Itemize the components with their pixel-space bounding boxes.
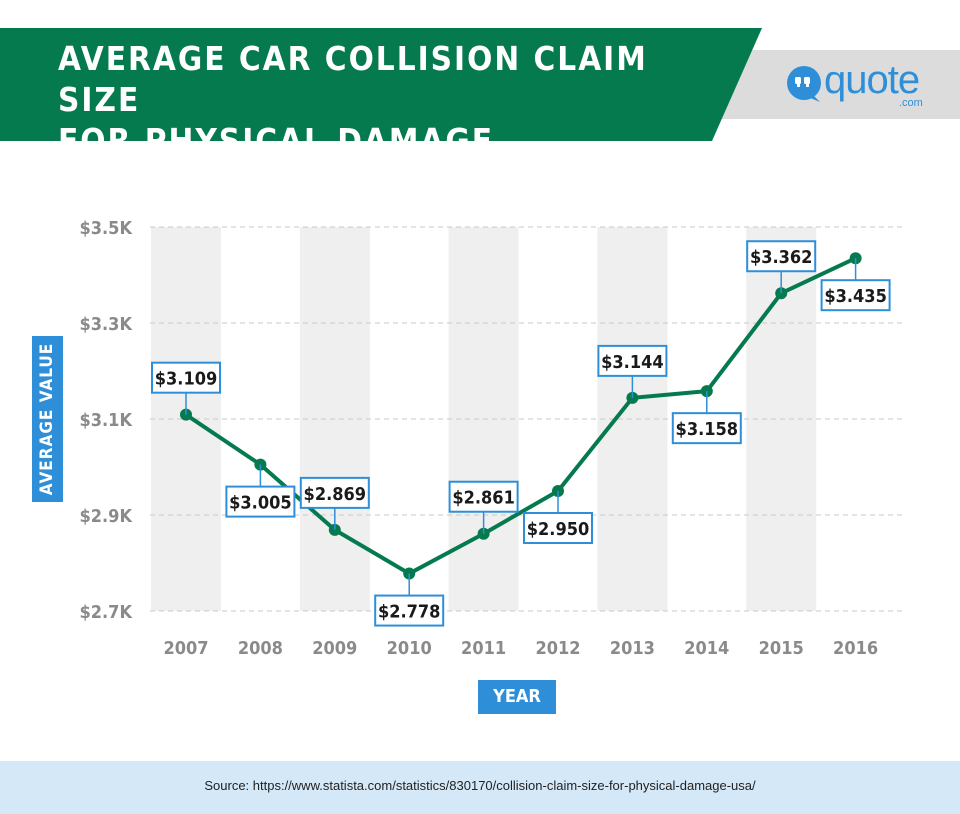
data-label: $3.005: [229, 493, 292, 514]
data-label: $3.144: [601, 352, 664, 373]
data-label-group: $3.158: [671, 391, 742, 445]
data-labels: $3.109 $3.005 $2.869 $2.778 $2.861 $2.950 $3.1…: [151, 240, 891, 627]
y-axis-label: AVERAGE VALUE: [37, 342, 57, 496]
data-label-box: [597, 344, 668, 377]
data-label-group: $3.435: [820, 258, 891, 312]
title-panel: [0, 28, 762, 141]
x-tick-label: 2011: [461, 638, 506, 659]
x-tick-label: 2010: [387, 638, 432, 659]
data-label: $2.950: [527, 519, 590, 540]
title-line-2: FOR PHYSICAL DAMAGE: [58, 121, 495, 160]
page-title: AVERAGE CAR COLLISION CLAIM SIZE FOR PHY…: [58, 38, 718, 161]
data-label-group: $2.950: [523, 491, 593, 544]
data-label-box: [225, 485, 296, 518]
footer: Source: https://www.statista.com/statist…: [0, 761, 960, 814]
data-label-group: $3.005: [225, 464, 296, 518]
series-line: [184, 256, 857, 576]
data-label-box: [151, 361, 221, 394]
data-label: $3.109: [155, 369, 218, 390]
logo-panel-shadow: [706, 50, 960, 119]
data-label-group: $3.362: [746, 240, 817, 294]
x-tick-label: 2012: [535, 638, 580, 659]
data-label: $3.362: [750, 247, 813, 268]
data-label-box: [820, 279, 891, 312]
x-tick-label: 2016: [833, 638, 878, 659]
data-label-box: [374, 594, 445, 627]
data-label: $2.778: [378, 602, 441, 623]
data-label: $3.435: [824, 286, 887, 307]
x-tick-label: 2009: [312, 638, 357, 659]
data-label-group: $2.869: [299, 476, 370, 530]
data-label-box: [746, 240, 817, 273]
x-tick-label: 2014: [684, 638, 729, 659]
data-label-box: [448, 480, 519, 513]
y-tick-label: $2.9K: [79, 506, 133, 527]
y-tick-label: $3.3K: [79, 314, 133, 335]
x-tick-label: 2008: [238, 638, 283, 659]
line-chart: $2.7K$2.9K$3.1K$3.3K$3.5K 2007 2008 2009 20…: [79, 218, 905, 659]
data-label-box: [523, 512, 593, 544]
logo-wordmark: quote: [824, 58, 920, 102]
data-label-group: $3.109: [151, 361, 221, 415]
logo-domain: .com: [899, 97, 923, 109]
data-label-box: [671, 412, 742, 445]
data-label: $2.869: [304, 484, 367, 505]
data-label: $2.861: [452, 488, 515, 509]
y-tick-label: $3.5K: [79, 218, 133, 239]
data-label: $3.158: [676, 419, 739, 440]
data-label-box: [299, 476, 370, 509]
source-text: Source: https://www.statista.com/statist…: [204, 778, 756, 793]
y-tick-label: $2.7K: [79, 602, 133, 623]
x-axis-label: YEAR: [478, 680, 556, 714]
y-tick-labels: $2.7K $2.9K $3.1K $3.3K $3.5K: [79, 218, 133, 623]
title-line-1: AVERAGE CAR COLLISION CLAIM SIZE: [58, 39, 648, 119]
data-label-group: $3.144: [597, 344, 668, 398]
data-label-group: $2.778: [374, 573, 445, 627]
y-axis-label-box: [32, 336, 63, 502]
x-tick-labels: 2007 2008 2009 2010 2011 2012 2013 2014 2015 2016: [163, 638, 878, 659]
x-tick-label: 2013: [610, 638, 655, 659]
y-tick-label: $3.1K: [79, 410, 133, 431]
quote-bubble-icon: [787, 66, 821, 102]
header-banner: [0, 28, 960, 141]
x-tick-label: 2007: [163, 638, 208, 659]
data-label-group: $2.861: [448, 480, 519, 534]
x-tick-label: 2015: [759, 638, 804, 659]
